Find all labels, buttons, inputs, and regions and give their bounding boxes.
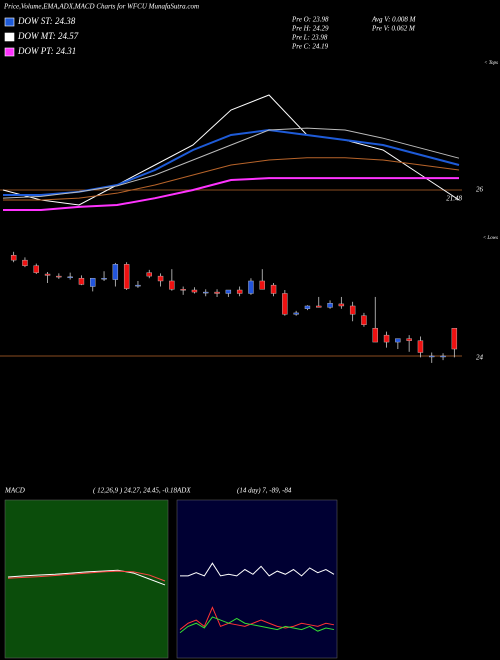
candle-body (451, 327, 458, 350)
candle-body (327, 302, 333, 308)
candle-body (293, 312, 299, 315)
legend-label: DOW PT: 24.31 (17, 46, 76, 56)
stat-label: Pre L: 23.98 (291, 34, 328, 42)
candle-body (383, 334, 390, 343)
panel-label: MACD (4, 487, 25, 495)
chart-title: Price,Volume,EMA,ADX,MACD Charts for WFC… (3, 3, 199, 11)
candle-body (429, 355, 435, 358)
stat-label: Pre V: 0.062 M (371, 25, 416, 33)
candle-body (56, 275, 62, 278)
series-line (2, 127, 460, 199)
panel-label: ADX (176, 487, 191, 495)
candle-body (316, 305, 322, 308)
note-label: < Tops (484, 61, 498, 66)
panel-background (4, 499, 169, 659)
candle-body (22, 259, 28, 266)
candle-body (169, 280, 175, 290)
candle-body (180, 289, 186, 291)
stat-label: Pre C: 24.19 (291, 43, 329, 51)
series-line (3, 177, 459, 211)
series-line (7, 569, 166, 586)
series-line (179, 606, 335, 630)
candle-body (440, 355, 446, 358)
series-line (2, 94, 460, 206)
candle-body (372, 327, 378, 343)
series-line (3, 157, 460, 201)
candle-body (248, 280, 254, 294)
candle-body (236, 289, 243, 294)
candle-body (33, 265, 39, 273)
note-label: < Lows (483, 236, 498, 241)
candle-body (259, 280, 265, 290)
y-tick-label: 24 (476, 354, 484, 362)
candle-body (225, 289, 232, 294)
series-line (7, 570, 166, 582)
panel-background (176, 499, 338, 659)
candle-body (78, 277, 85, 285)
candle-body (214, 291, 220, 294)
panel-params: ( 12,26,9 ) 24.27, 24.45, -0.18 (93, 487, 177, 495)
series-line (180, 562, 335, 577)
series-line (179, 616, 335, 634)
candle-body (349, 305, 356, 315)
candle-body (67, 276, 73, 279)
legend-swatch (4, 17, 15, 27)
panel-params: (14 day) 7, -89, -84 (237, 487, 292, 495)
candle-body (282, 293, 288, 315)
candle-body (146, 272, 152, 277)
candle-body (203, 291, 209, 294)
candle-body (361, 315, 367, 325)
stat-label: Pre H: 24.29 (291, 25, 329, 33)
candle-body (90, 277, 96, 287)
legend-label: DOW ST: 24.38 (17, 16, 76, 26)
candle-body (395, 338, 401, 343)
legend-label: DOW MT: 24.57 (17, 31, 79, 41)
stat-label: Pre O: 23.98 (291, 16, 329, 24)
candle-body (123, 264, 130, 289)
legend-swatch (4, 32, 15, 42)
candle-body (101, 277, 107, 280)
candle-body (135, 284, 141, 287)
candle-body (44, 273, 51, 276)
candle-body (10, 255, 17, 261)
stat-label: Avg V: 0.008 M (371, 16, 417, 24)
legend-swatch (4, 47, 15, 57)
candle-body (338, 303, 345, 307)
candle-body (191, 289, 198, 293)
candle-body (270, 284, 277, 294)
candle-body (304, 305, 311, 309)
y-tick-label: 26 (476, 186, 484, 194)
candle-body (417, 340, 424, 353)
annotation: 21.48 (446, 195, 462, 203)
candle-body (406, 338, 412, 341)
candle-body (157, 275, 164, 282)
candle-body (112, 264, 119, 280)
